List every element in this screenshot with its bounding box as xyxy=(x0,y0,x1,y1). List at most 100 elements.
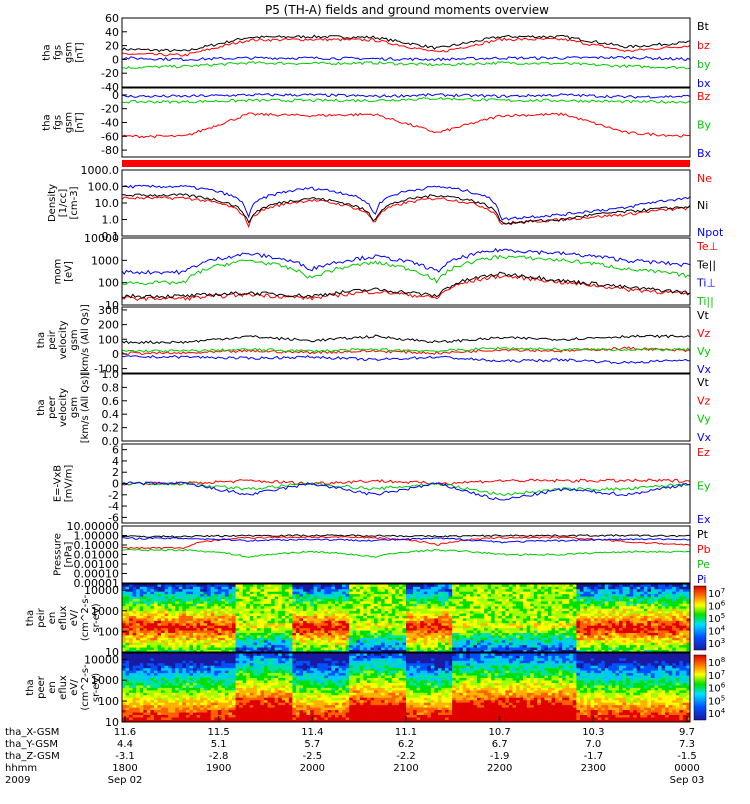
series-line-Bz xyxy=(122,113,690,138)
orbit-value: 4.4 xyxy=(117,739,133,750)
y-axis-label: fgs xyxy=(53,45,64,60)
y-axis-label: tha xyxy=(25,610,36,626)
y-tick-label: 200 xyxy=(98,319,119,332)
panel-frame xyxy=(122,526,690,583)
orbit-row-label: tha_X-GSM xyxy=(5,727,59,738)
series-line-by xyxy=(122,62,690,69)
x-tick-label: 2200 xyxy=(487,763,512,774)
orbit-value: 9.7 xyxy=(679,727,695,738)
x-tick-label: 2100 xyxy=(393,763,418,774)
orbit-value: -2.8 xyxy=(209,751,229,762)
legend-entry-Bx: Bx xyxy=(697,147,712,160)
orbit-value: -2.2 xyxy=(396,751,416,762)
panel-pressure: 10.000001.000000.100000.010000.001000.00… xyxy=(53,520,711,590)
colorbar xyxy=(694,655,706,720)
x-tick-label: 1800 xyxy=(112,763,137,774)
panel-frame xyxy=(122,18,690,87)
series-line-Vt xyxy=(122,335,690,343)
y-tick-label: 0.4 xyxy=(102,408,120,421)
y-axis-label: eflux xyxy=(58,675,69,700)
y-axis-label: E=-VxB xyxy=(53,465,64,502)
legend-entry-Ti⊥: Ti⊥ xyxy=(696,277,716,290)
colorbar-tick-label: 105 xyxy=(708,694,725,707)
legend-entry-Vy: Vy xyxy=(697,413,711,426)
y-tick-label: 1.0 xyxy=(102,214,120,227)
y-tick-label: 10.0 xyxy=(95,197,120,210)
y-tick-label: 1000.0 xyxy=(81,164,120,177)
y-axis-label: peer xyxy=(47,395,58,419)
legend-entry-Pb: Pb xyxy=(697,543,711,556)
colorbar-tick-label: 108 xyxy=(708,656,725,669)
date-end-label: Sep 03 xyxy=(670,775,705,786)
y-tick-label: -20 xyxy=(101,103,119,116)
orbit-row-label: tha_Y-GSM xyxy=(5,739,58,750)
y-axis-label: tha xyxy=(25,679,36,695)
orbit-value: -1.5 xyxy=(677,751,697,762)
y-axis-label: Density xyxy=(47,184,58,222)
y-tick-label: 1.0 xyxy=(102,368,120,381)
colorbar-tick-label: 107 xyxy=(708,587,725,600)
y-axis-label: gsm xyxy=(69,329,80,350)
colorbar xyxy=(694,586,706,650)
y-axis-label: tha xyxy=(42,44,53,60)
date-start-label: Sep 02 xyxy=(108,775,143,786)
legend-entry-Npot: Npot xyxy=(697,226,724,239)
y-axis-label: mom xyxy=(53,259,64,285)
legend-entry-Pt: Pt xyxy=(697,528,709,541)
y-tick-label: 0.2 xyxy=(102,422,120,435)
legend-entry-By: By xyxy=(697,119,712,132)
orbit-value: 10.7 xyxy=(489,727,511,738)
y-axis-label: sr-eV) xyxy=(91,603,102,632)
legend-entry-Ti||: Ti|| xyxy=(696,295,714,308)
y-tick-label: 40 xyxy=(105,26,119,39)
legend-entry-Pe: Pe xyxy=(697,558,710,571)
y-tick-label: 60 xyxy=(105,12,119,25)
y-tick-label: -20 xyxy=(101,67,119,80)
y-axis-label: [eV] xyxy=(64,261,75,282)
series-line-Pe xyxy=(122,549,690,557)
y-axis-label: sr-eV) xyxy=(91,673,102,702)
y-axis-label: [nT] xyxy=(75,42,86,62)
legend-entry-Bt: Bt xyxy=(697,20,710,33)
legend-entry-bz: bz xyxy=(697,39,710,52)
legend-entry-Vt: Vt xyxy=(697,376,710,389)
y-tick-label: 0 xyxy=(112,53,119,66)
orbit-value: 11.6 xyxy=(114,727,136,738)
y-axis-label: en xyxy=(47,681,58,694)
orbit-value: 5.7 xyxy=(304,739,320,750)
y-tick-label: 300 xyxy=(98,304,119,317)
y-tick-label: -60 xyxy=(101,130,119,143)
y-axis-label: tha xyxy=(42,114,53,130)
series-line-Ne xyxy=(122,197,690,227)
y-axis-label: tha xyxy=(36,332,47,348)
colorbar-tick-label: 104 xyxy=(708,707,726,720)
y-tick-label: -80 xyxy=(101,144,119,157)
series-line-Ni xyxy=(122,194,690,224)
y-axis-label: [mV/m] xyxy=(64,465,75,503)
series-line-Vx xyxy=(122,356,690,364)
y-axis-label: fgs xyxy=(53,115,64,130)
legend-entry-Ne: Ne xyxy=(697,172,712,185)
orbit-value: 7.0 xyxy=(585,739,601,750)
orbit-value: -2.5 xyxy=(303,751,323,762)
y-axis-label: [1/cc] xyxy=(58,189,69,218)
y-axis-label: eflux xyxy=(58,606,69,631)
y-tick-label: 20 xyxy=(105,40,119,53)
y-tick-label: 10000 xyxy=(84,232,119,245)
y-axis-label: [km/s (All Qs)] xyxy=(80,372,91,444)
y-axis-label: [km/s (All Qs)] xyxy=(80,304,91,376)
y-tick-label: 100 xyxy=(98,333,119,346)
mode-bar xyxy=(122,160,690,167)
y-axis-label: gsm xyxy=(69,397,80,418)
x-tick-label: 2300 xyxy=(581,763,606,774)
orbit-value: 6.7 xyxy=(492,739,508,750)
y-axis-label: tha xyxy=(36,399,47,415)
y-tick-label: 0 xyxy=(112,348,119,361)
y-axis-label: eV/ xyxy=(69,609,80,626)
series-line-Pt xyxy=(122,535,690,538)
